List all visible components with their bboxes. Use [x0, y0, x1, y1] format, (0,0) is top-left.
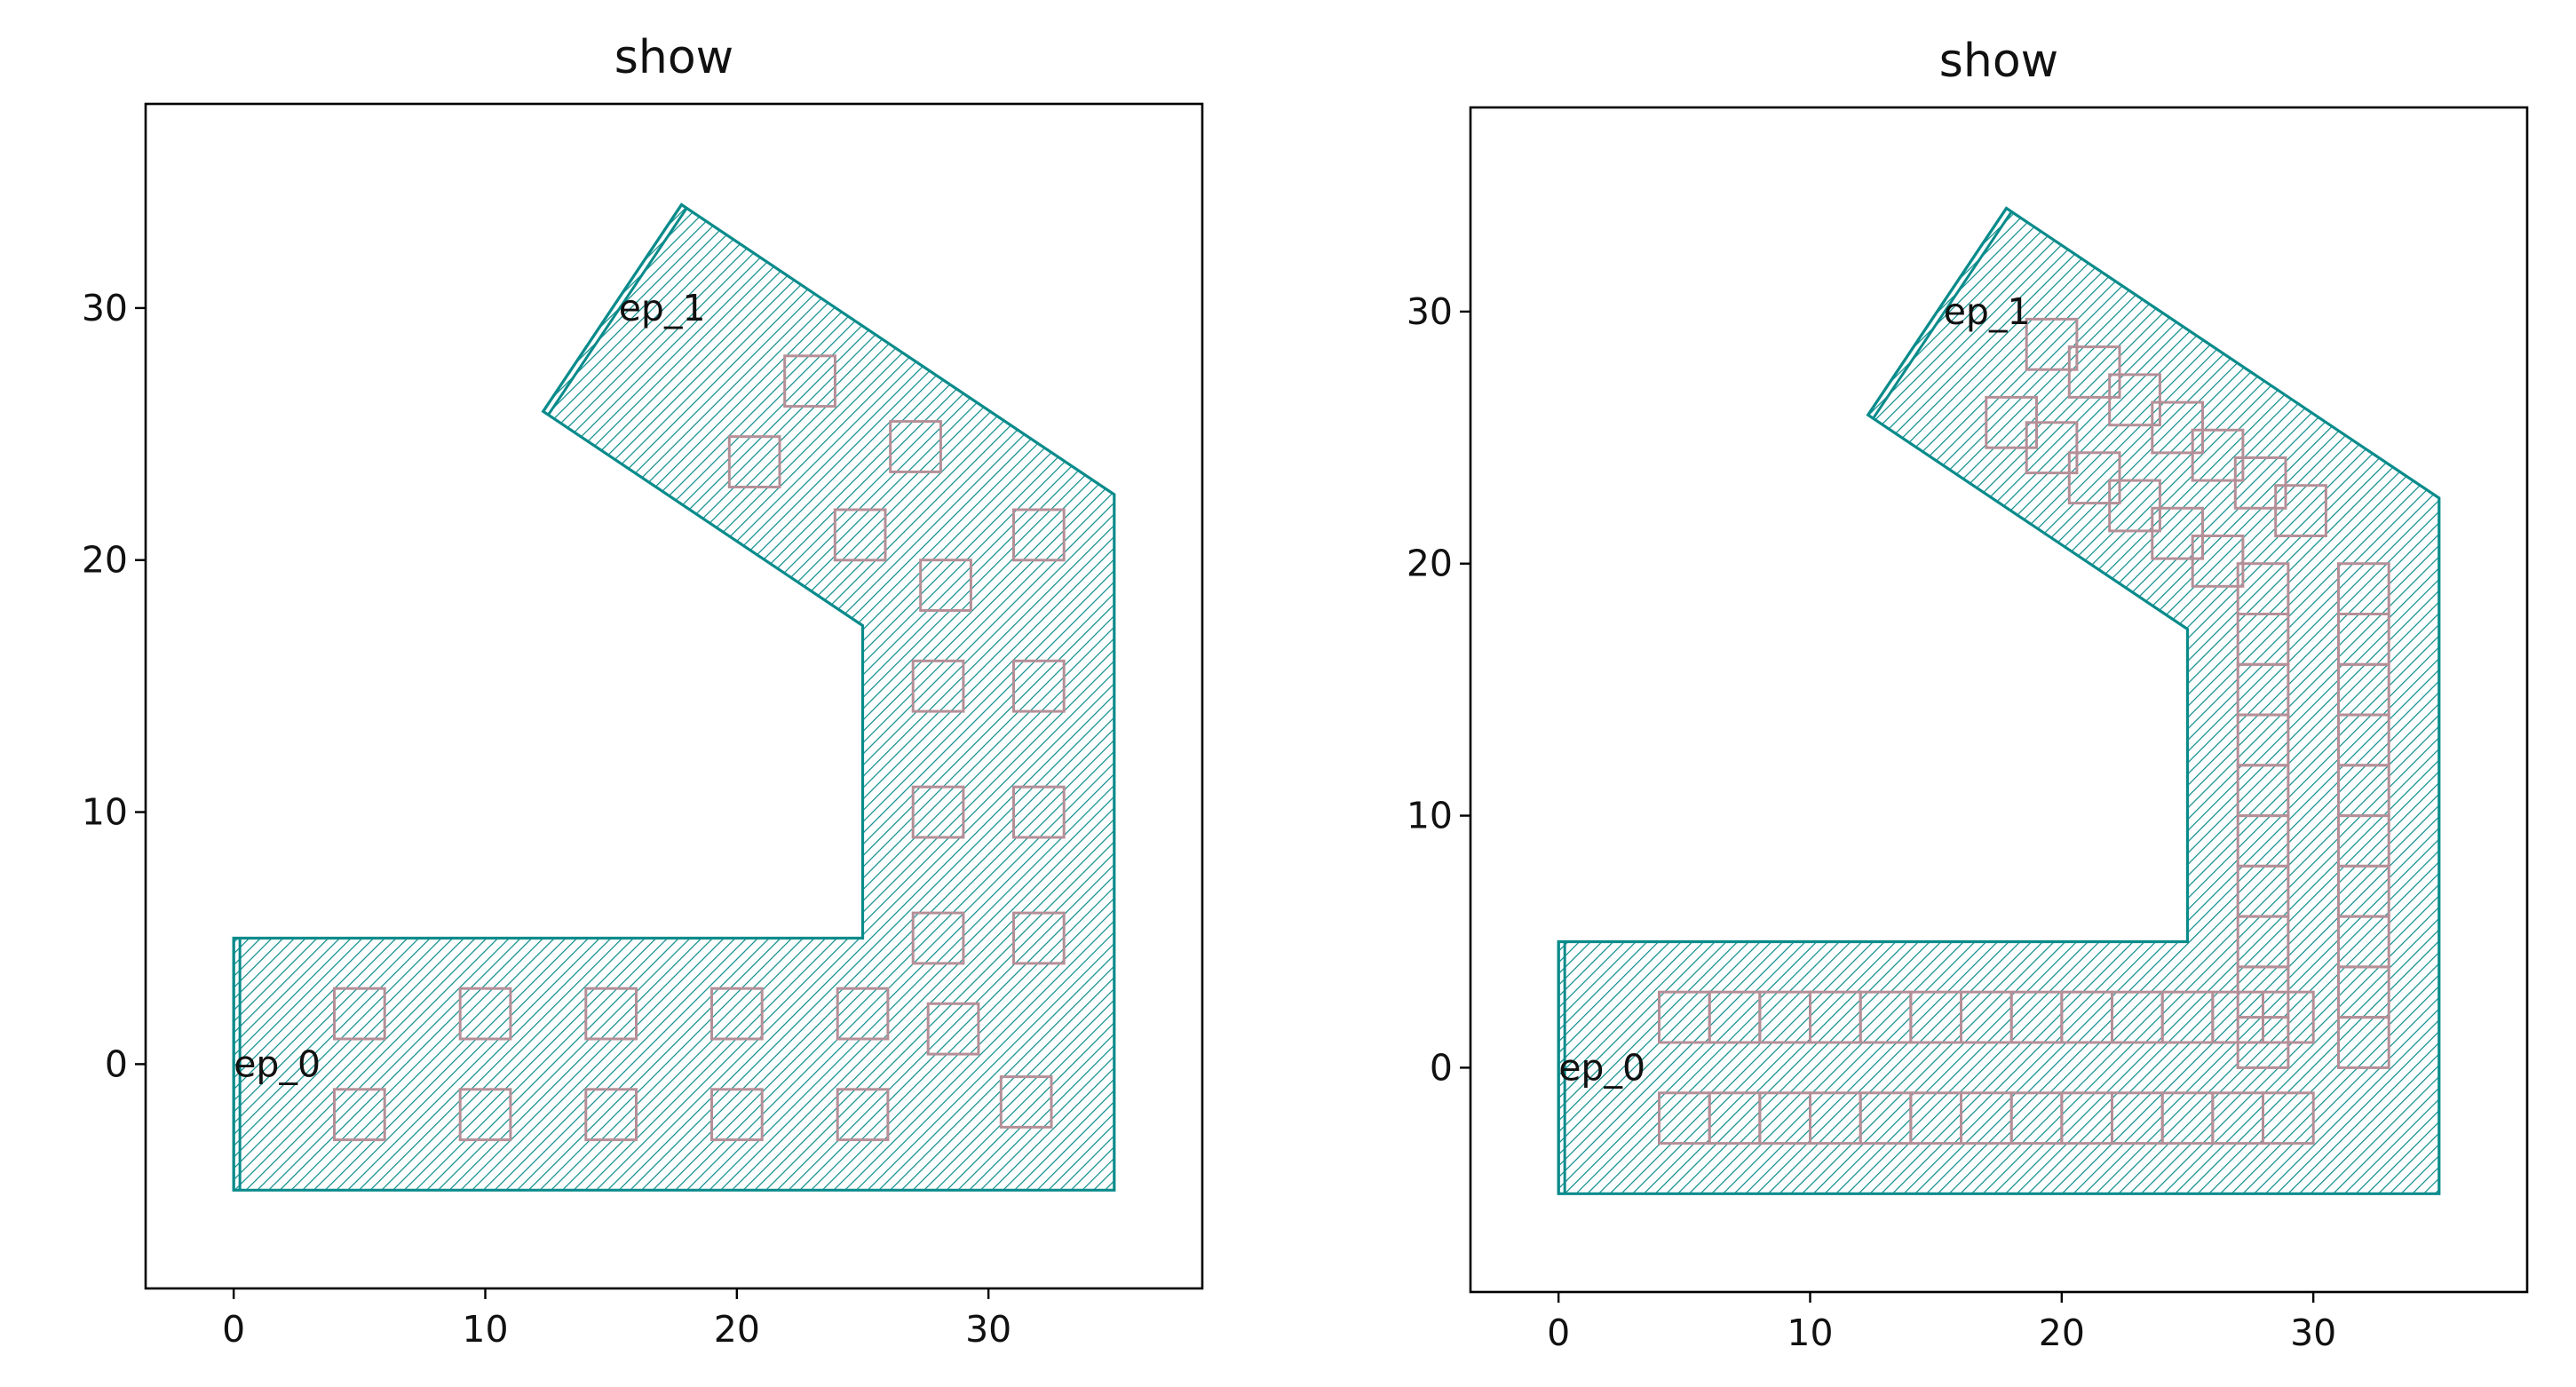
via-square: [710, 1088, 764, 1142]
via-square: [458, 987, 512, 1041]
via-square: [2108, 373, 2161, 427]
via-square: [2236, 562, 2290, 616]
via-square: [1012, 911, 1066, 965]
via-square: [926, 1002, 980, 1056]
x-tick-label: 30: [965, 1308, 1011, 1351]
via-square: [2274, 484, 2327, 538]
port-label: ep_0: [1558, 1046, 1645, 1089]
via-square: [911, 911, 965, 965]
port-edge: [1867, 207, 2008, 416]
via-square: [2025, 317, 2079, 371]
via-square: [2337, 562, 2390, 616]
y-tick-label: 10: [82, 791, 128, 834]
via-square: [2191, 428, 2245, 482]
via-square: [911, 659, 965, 713]
via-square: [584, 987, 638, 1041]
port-edge: [542, 203, 683, 413]
via-square: [727, 435, 781, 489]
y-tick-label: 30: [1407, 290, 1453, 333]
chart-title: show: [614, 31, 733, 84]
x-tick-label: 0: [222, 1308, 245, 1351]
y-tick-label: 20: [82, 539, 128, 582]
via-square: [710, 987, 764, 1041]
via-square: [999, 1075, 1053, 1129]
via-square: [584, 1088, 638, 1142]
via-square: [1012, 785, 1066, 839]
via-square: [783, 354, 836, 408]
via-square: [333, 987, 386, 1041]
via-square: [2067, 451, 2121, 505]
via-square: [836, 987, 890, 1041]
x-tick-label: 20: [714, 1308, 760, 1351]
axes-frame: [1469, 106, 2529, 1294]
x-tick-label: 10: [462, 1308, 508, 1351]
y-tick-label: 20: [1407, 543, 1453, 585]
port-edge-inner: [1872, 210, 2013, 420]
x-tick-label: 30: [2290, 1312, 2336, 1354]
chart-title: show: [1939, 35, 2058, 88]
via-square: [2262, 1091, 2315, 1145]
port-label: ep_1: [1944, 290, 2031, 333]
y-tick-label: 30: [82, 287, 128, 329]
y-tick-label: 10: [1407, 795, 1453, 837]
via-square: [2191, 535, 2245, 588]
port-label: ep_1: [619, 287, 706, 329]
via-square: [458, 1088, 512, 1142]
via-square: [1012, 508, 1066, 562]
via-square: [889, 420, 942, 473]
hatched-region: [232, 202, 1116, 1192]
port-edge-inner: [547, 207, 688, 416]
via-square: [2067, 345, 2121, 399]
via-square: [836, 1088, 890, 1142]
right-chart: show ep_0 ep_1 0 10 20 30 0 10 20 30: [1407, 35, 2529, 1354]
via-square: [2025, 421, 2079, 475]
left-chart: show ep_0 ep_1 0 10 20 30 0 10 20 30: [82, 31, 1204, 1351]
via-square: [2108, 479, 2161, 533]
via-square: [2233, 456, 2287, 510]
via-square: [1012, 659, 1066, 713]
via-square: [919, 559, 972, 613]
via-square: [2151, 506, 2205, 560]
port-label: ep_0: [234, 1042, 321, 1085]
x-tick-label: 20: [2039, 1312, 2085, 1354]
via-square: [911, 785, 965, 839]
hatched-region: [1557, 206, 2441, 1195]
x-tick-label: 0: [1547, 1312, 1570, 1354]
via-square: [333, 1088, 386, 1142]
via-square: [833, 508, 887, 562]
x-tick-label: 10: [1787, 1312, 1833, 1354]
via-square: [2151, 400, 2205, 455]
y-tick-label: 0: [105, 1042, 128, 1085]
axes-frame: [144, 102, 1204, 1290]
y-tick-label: 0: [1430, 1046, 1453, 1089]
